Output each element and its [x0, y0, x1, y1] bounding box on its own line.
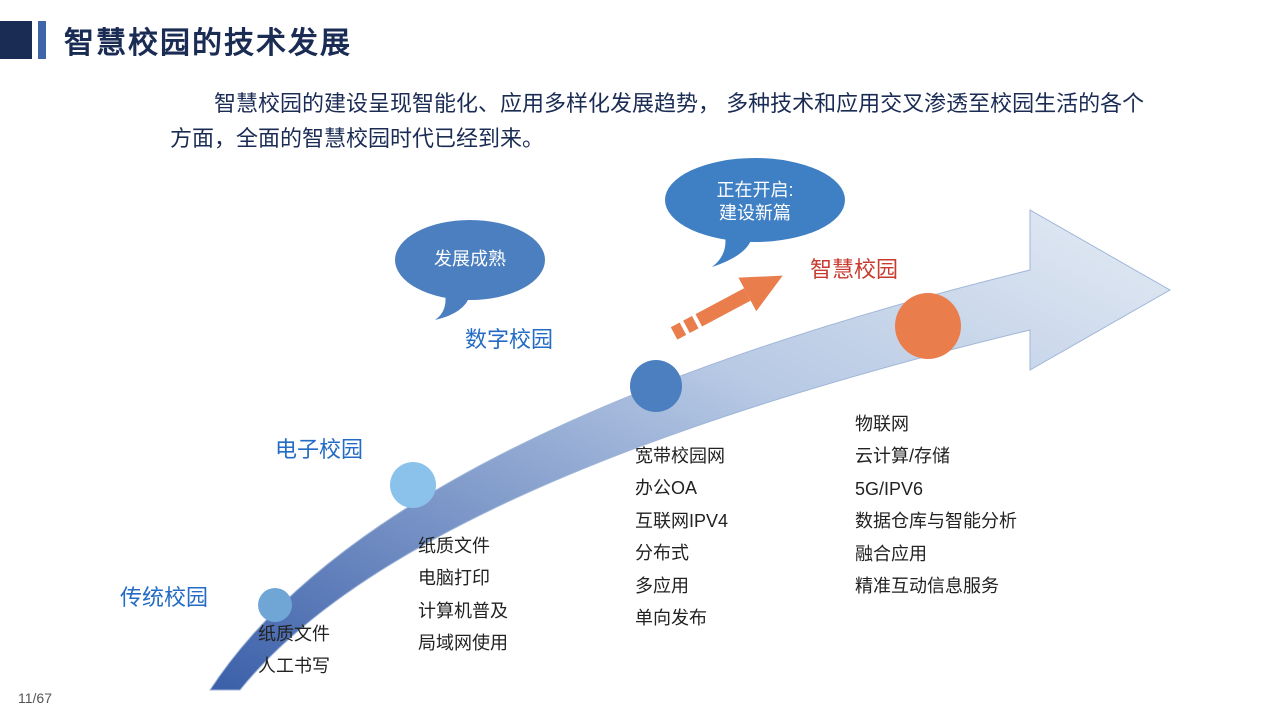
title-accent-dark: [0, 21, 32, 59]
feature-item: 单向发布: [635, 602, 728, 634]
stage2-dot: [390, 462, 436, 508]
feature-item: 人工书写: [258, 650, 330, 682]
bubble-mature-text: 发展成熟: [390, 245, 550, 271]
feature-item: 办公OA: [635, 472, 728, 504]
stage1-dot: [258, 588, 292, 622]
slide-subtitle: 智慧校园的建设呈现智能化、应用多样化发展趋势， 多种技术和应用交叉渗透至校园生活…: [170, 86, 1160, 156]
bubble-mature: 发展成熟: [390, 215, 560, 330]
stage3-label: 数字校园: [465, 322, 553, 354]
feature-item: 宽带校园网: [635, 440, 728, 472]
bubble-new-text: 正在开启: 建设新篇: [660, 179, 850, 226]
feature-item: 分布式: [635, 537, 728, 569]
feature-item: 精准互动信息服务: [855, 570, 1017, 602]
title-accent-light: [38, 21, 46, 59]
stage2-label: 电子校园: [275, 432, 363, 464]
mini-arrow-icon: [652, 260, 802, 340]
feature-item: 纸质文件: [258, 618, 330, 650]
feature-item: 互联网IPV4: [635, 505, 728, 537]
feature-item: 纸质文件: [418, 530, 508, 562]
stage4-dot: [895, 293, 961, 359]
feature-item: 局域网使用: [418, 627, 508, 659]
feature-item: 电脑打印: [418, 562, 508, 594]
slide: 智慧校园的技术发展 智慧校园的建设呈现智能化、应用多样化发展趋势， 多种技术和应…: [0, 0, 1280, 720]
feature-item: 云计算/存储: [855, 440, 1017, 472]
feature-item: 物联网: [855, 408, 1017, 440]
slide-title: 智慧校园的技术发展: [64, 18, 352, 62]
stage1-label: 传统校园: [120, 580, 208, 612]
stage2-features: 纸质文件 电脑打印 计算机普及 局域网使用: [418, 530, 508, 660]
feature-item: 融合应用: [855, 538, 1017, 570]
title-bar: 智慧校园的技术发展: [0, 18, 352, 62]
stage3-features: 宽带校园网 办公OA 互联网IPV4 分布式 多应用 单向发布: [635, 440, 728, 634]
feature-item: 数据仓库与智能分析: [855, 505, 1017, 537]
stage4-label: 智慧校园: [810, 252, 898, 284]
feature-item: 5G/IPV6: [855, 473, 1017, 505]
feature-item: 多应用: [635, 570, 728, 602]
stage3-dot: [630, 360, 682, 412]
feature-item: 计算机普及: [418, 595, 508, 627]
stage1-features: 纸质文件 人工书写: [258, 618, 330, 683]
page-number: 11/67: [18, 690, 52, 706]
stage4-features: 物联网 云计算/存储 5G/IPV6 数据仓库与智能分析 融合应用 精准互动信息…: [855, 408, 1017, 602]
